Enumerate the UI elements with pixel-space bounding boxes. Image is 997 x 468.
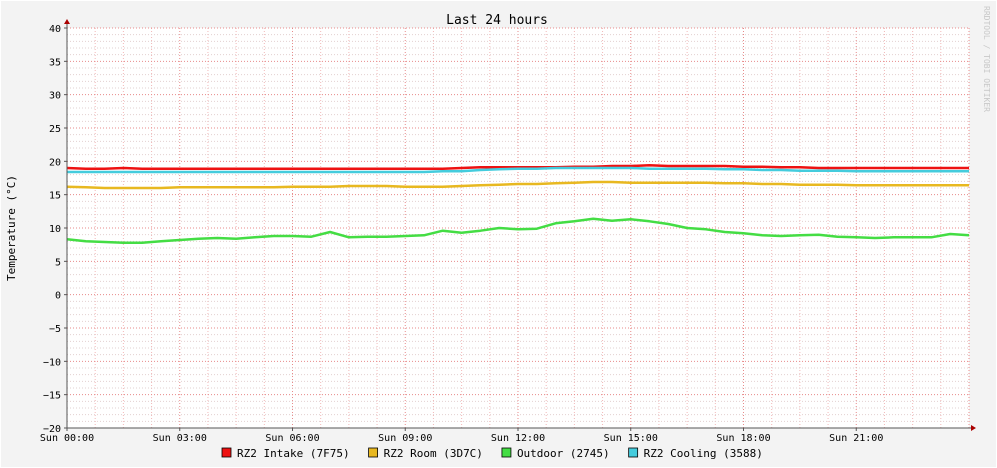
y-tick-label: −5 [49,324,61,335]
series-lines [66,164,970,244]
x-tick-label: Sun 06:00 [265,433,319,444]
x-tick-label: Sun 09:00 [378,433,432,444]
y-tick-label: 5 [55,257,61,268]
legend: RZ2 Intake (7F75) RZ2 Room (3D7C) Outdoor … [221,447,763,460]
y-tick-label: −20 [43,424,61,435]
watermark: RRDTOOL / TOBI OETIKER [982,6,991,112]
legend-swatch-3 [501,447,512,458]
legend-swatch-1 [221,447,232,458]
y-tick-label: 15 [49,191,61,202]
x-tick-label: Sun 21:00 [829,433,883,444]
x-tick-label: Sun 15:00 [604,433,658,444]
series-line-4 [67,166,969,174]
y-tick-label: 20 [49,157,61,168]
grid [66,27,970,429]
y-tick-label: −15 [43,391,61,402]
y-tick-label: 40 [49,24,61,35]
x-tick-labels: Sun 00:00 Sun 03:00 Sun 06:00 Sun 09:00 Sun … [40,433,883,444]
chart-title: Last 24 hours [446,13,548,28]
y-tick-label: 30 [49,91,61,102]
y-tick-label: −10 [43,357,61,368]
y-tick-label: 10 [49,224,61,235]
y-tick-label: 35 [49,57,61,68]
x-axis-arrow [971,425,976,431]
y-tick-labels: 40 35 30 25 20 15 10 5 0 −5 −10 −15 −20 [43,24,61,435]
legend-swatch-2 [368,447,378,458]
y-tick-label: 25 [49,124,61,135]
x-tick-label: Sun 00:00 [40,433,94,444]
series-line-1 [66,164,969,170]
legend-label-4: RZ2 Cooling (3588) [644,447,763,460]
legend-swatch-4 [628,447,639,458]
axes [64,19,976,431]
y-axis-label: Temperature (°C) [5,175,18,281]
y-axis-arrow [64,19,70,24]
legend-label-3: Outdoor (2745) [517,447,610,460]
x-tick-label: Sun 03:00 [153,433,207,444]
x-tick-label: Sun 18:00 [716,433,770,444]
x-tick-label: Sun 12:00 [491,433,545,444]
series-line-3 [66,217,970,244]
legend-label-1: RZ2 Intake (7F75) [237,447,350,460]
legend-label-2: RZ2 Room (3D7C) [384,447,483,460]
y-tick-label: 0 [55,291,61,302]
series-line-2 [66,180,969,190]
